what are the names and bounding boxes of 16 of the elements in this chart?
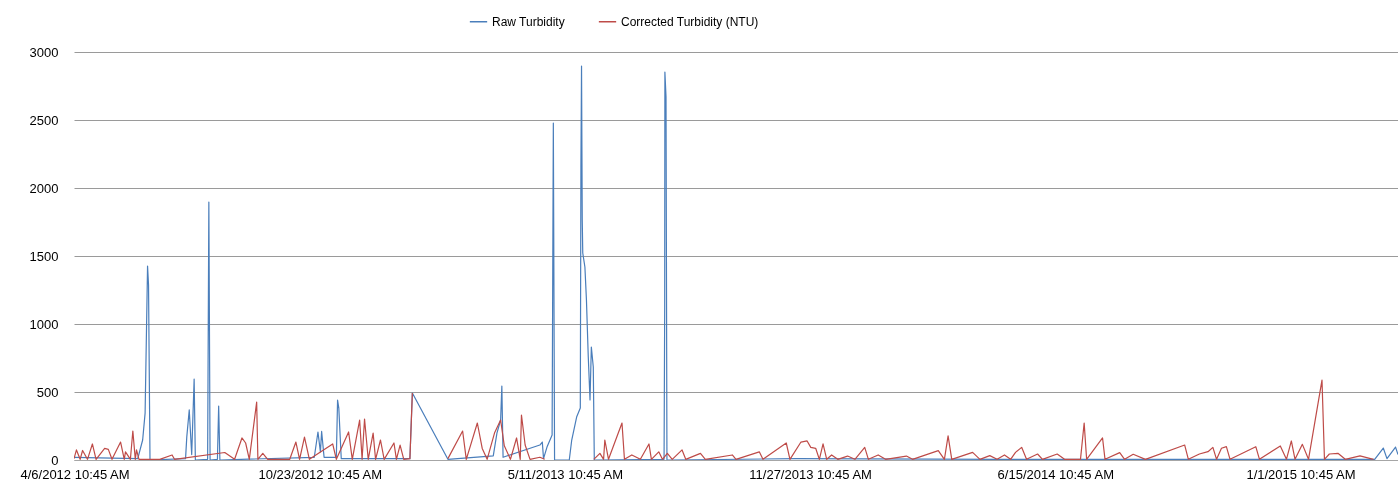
x-tick-label: 1/1/2015 10:45 AM [1246, 466, 1356, 482]
x-tick-label: 6/15/2014 10:45 AM [997, 466, 1114, 482]
y-tick-label: 1500 [29, 248, 59, 264]
y-tick-label: 2000 [29, 180, 59, 196]
y-tick-label: 3000 [29, 44, 59, 60]
y-tick-label: 2500 [29, 112, 59, 128]
y-tick-label: 500 [36, 384, 59, 400]
x-tick-label: 11/27/2013 10:45 AM [749, 466, 872, 482]
line-series [74, 65, 1398, 460]
y-tick-label: 0 [51, 452, 59, 468]
legend-label: Corrected Turbidity (NTU) [621, 14, 759, 29]
x-tick-label: 10/23/2012 10:45 AM [258, 466, 383, 482]
legend-label: Raw Turbidity [492, 14, 565, 29]
x-tick-label: 4/6/2012 10:45 AM [20, 466, 130, 482]
y-tick-label: 1000 [29, 316, 59, 332]
x-tick-label: 5/11/2013 10:45 AM [507, 466, 624, 482]
